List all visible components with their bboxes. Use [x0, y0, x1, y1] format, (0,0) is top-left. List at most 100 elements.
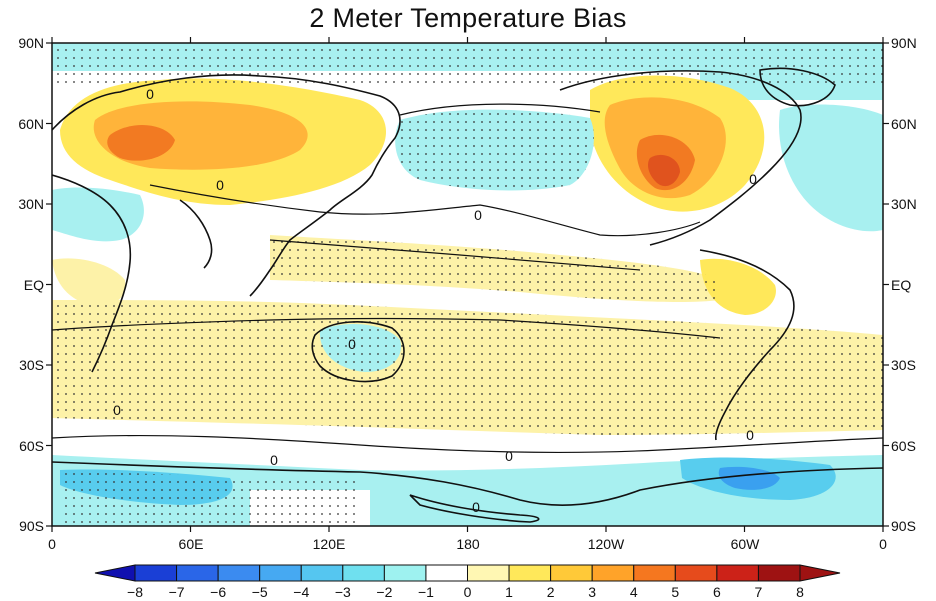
lon-label: 60E — [179, 536, 204, 552]
zero-contour-north-subtropics — [149, 184, 701, 237]
axis-ticks — [46, 37, 889, 532]
lon-label: 180 — [456, 536, 480, 552]
colorbar-label: −1 — [418, 584, 434, 600]
lat-label-right: EQ — [891, 277, 911, 293]
lat-label-right: 30N — [891, 196, 917, 212]
colorbar-swatch — [757, 564, 801, 582]
arabia-cool-region — [52, 187, 144, 242]
contour-label: 0 — [474, 207, 482, 223]
contour-label: 0 — [746, 427, 754, 443]
map-title: 2 Meter Temperature Bias — [309, 3, 627, 33]
lat-labels-left: 90N 60N 30N EQ 30S 60S 90S — [18, 35, 44, 534]
colorbar-label: 0 — [464, 584, 472, 600]
colorbar-label: 3 — [588, 584, 596, 600]
colorbar-label: 1 — [505, 584, 513, 600]
lat-label-left: 90S — [19, 518, 44, 534]
colorbar-swatch — [591, 564, 635, 582]
colorbar-label: −2 — [376, 584, 392, 600]
colorbar-swatch — [383, 564, 427, 582]
zero-contour-south-mid — [52, 317, 721, 339]
lat-label-left: 90N — [18, 35, 44, 51]
colorbar-swatch — [550, 564, 593, 582]
significance-stipple-arctic — [52, 43, 883, 88]
south-america-warm-region — [700, 258, 776, 315]
coastlines — [52, 67, 883, 523]
colorbar-swatch — [716, 564, 759, 582]
coastline-greenland — [759, 67, 836, 107]
colorbar-label: 6 — [713, 584, 721, 600]
colorbar-swatch — [217, 564, 261, 582]
coastline-south-america — [699, 249, 795, 441]
contour-label: 0 — [216, 177, 224, 193]
coastline-australia — [311, 321, 405, 383]
eurasia-warm-hotspot — [107, 124, 175, 161]
coastline-eurasia — [52, 74, 401, 297]
coastline-africa — [52, 174, 132, 373]
lon-label: 0 — [48, 536, 56, 552]
lat-label-right: 60N — [891, 116, 917, 132]
lat-label-left: 30S — [19, 357, 44, 373]
coastline-antarctica — [52, 461, 883, 506]
colorbar-label: 4 — [630, 584, 638, 600]
zero-contour-north-pacific — [399, 103, 601, 116]
coastline-north-america — [559, 70, 802, 246]
lat-label-right: 30S — [891, 357, 916, 373]
zero-contour-tropics — [269, 239, 641, 271]
coastline-india — [179, 199, 213, 269]
significance-stipple-tropics — [270, 235, 720, 303]
colorbar-swatch — [134, 564, 178, 582]
colorbar-label: 8 — [796, 584, 804, 600]
lat-label-left: 60N — [18, 116, 44, 132]
colorbar-low-extend — [94, 564, 136, 582]
colorbar-swatch — [508, 564, 552, 582]
colorbar-label: −3 — [335, 584, 351, 600]
lat-labels-right: 90N 60N 30N EQ 30S 60S 90S — [891, 35, 917, 534]
colorbar-label: 5 — [671, 584, 679, 600]
lon-labels: 0 60E 120E 180 120W 60W 0 — [48, 536, 887, 552]
colorbar-swatch — [467, 564, 510, 582]
lat-label-right: 90S — [891, 518, 916, 534]
north-america-warm-peak — [648, 154, 680, 187]
colorbar: −8 −7 −6 −5 −4 −3 −2 −1 0 1 2 3 4 5 6 7 8 — [94, 564, 841, 600]
colorbar-label: 2 — [547, 584, 555, 600]
significance-stipple-antarctic — [60, 470, 360, 526]
colorbar-label: 7 — [755, 584, 763, 600]
lat-label-left: EQ — [24, 277, 44, 293]
colorbar-swatch — [674, 564, 718, 582]
africa-warm-region — [52, 258, 126, 307]
coastline-ross-ice — [409, 494, 540, 523]
lon-label: 0 — [879, 536, 887, 552]
zero-contours — [52, 103, 883, 454]
contour-label: 0 — [749, 171, 757, 187]
colorbar-swatch — [176, 564, 219, 582]
colorbar-high-extend — [799, 564, 841, 582]
contour-label: 0 — [146, 86, 154, 102]
lat-label-right: 60S — [891, 438, 916, 454]
colorbar-label: −4 — [293, 584, 309, 600]
antarctic-cool-peak — [718, 466, 780, 490]
north-atlantic-cool-region — [779, 104, 883, 232]
colorbar-swatch — [300, 564, 344, 582]
colorbar-label: −7 — [169, 584, 185, 600]
contour-label: 0 — [472, 499, 480, 515]
colorbar-label: −6 — [210, 584, 226, 600]
colorbar-label: −8 — [127, 584, 143, 600]
contour-label: 0 — [348, 336, 356, 352]
zero-contour-southern-ocean — [52, 434, 883, 454]
contour-label: 0 — [270, 452, 278, 468]
contour-labels: 0 0 0 0 0 0 0 0 0 0 — [113, 86, 757, 515]
colorbar-swatch — [259, 564, 302, 582]
colorbar-swatch — [633, 564, 676, 582]
lat-label-left: 30N — [18, 196, 44, 212]
contour-label: 0 — [113, 402, 121, 418]
colorbar-swatch — [342, 564, 385, 582]
map-area: 0 0 0 0 0 0 0 0 0 0 — [52, 43, 883, 526]
contour-label: 0 — [505, 448, 513, 464]
colorbar-label: −5 — [252, 584, 268, 600]
lon-label: 120E — [313, 536, 346, 552]
colorbar-swatch — [425, 564, 468, 582]
lat-label-right: 90N — [891, 35, 917, 51]
lon-label: 120W — [588, 536, 625, 552]
lat-label-left: 60S — [19, 438, 44, 454]
